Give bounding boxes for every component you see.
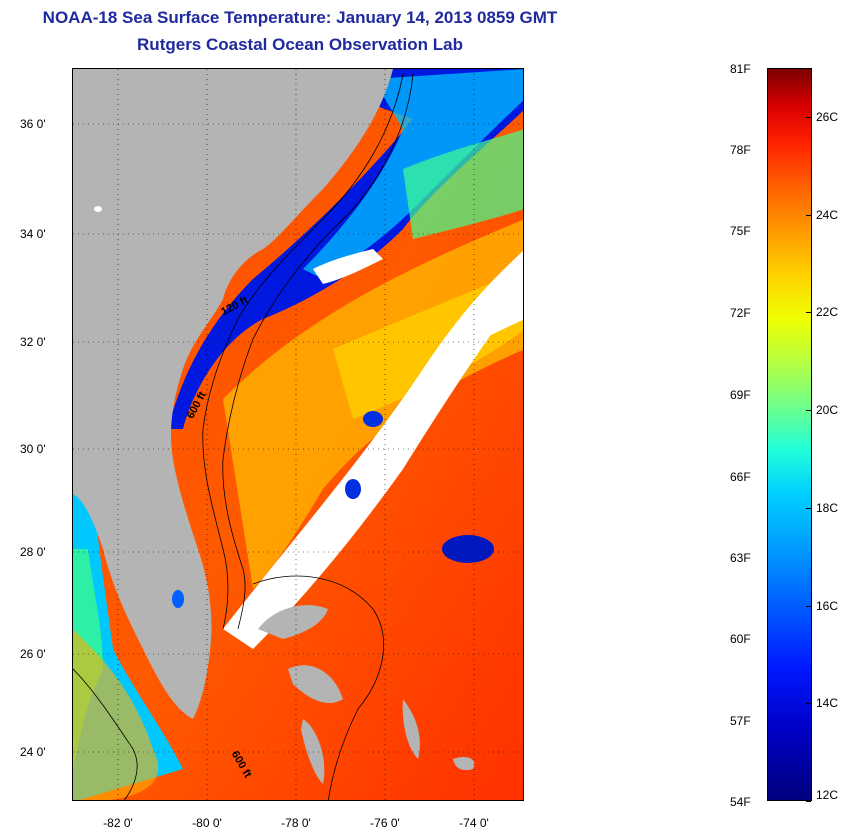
- colorbar-label-celsius: 18C: [816, 500, 839, 515]
- cloud-patch: [313, 249, 383, 284]
- colorbar-tick: [806, 214, 811, 216]
- colorbar-label-celsius: 26C: [816, 109, 839, 124]
- colorbar-label-fahrenheit: 75F: [730, 224, 751, 238]
- lat-tick-label: 34 0': [20, 227, 46, 241]
- colorbar-label-fahrenheit: 57F: [730, 714, 751, 728]
- colorbar-label-fahrenheit: 66F: [730, 470, 751, 484]
- colorbar-label-celsius: 14C: [816, 696, 839, 711]
- lat-tick-label: 30 0': [20, 442, 46, 456]
- map-title: NOAA-18 Sea Surface Temperature: January…: [42, 8, 558, 27]
- lon-tick-label: -80 0': [192, 816, 222, 830]
- land-bahamas: [402, 699, 420, 759]
- graticule: [73, 69, 523, 800]
- colorbar-tick: [806, 703, 811, 705]
- lon-tick-label: -74 0': [459, 816, 489, 830]
- lake-okeechobee: [172, 590, 184, 608]
- colorbar-tick: [806, 507, 811, 509]
- colorbar-label-celsius: 24C: [816, 207, 839, 222]
- cloud-band-main: [223, 250, 523, 649]
- colorbar-label-celsius: 20C: [816, 403, 839, 418]
- colorbar-label-fahrenheit: 69F: [730, 388, 751, 402]
- colorbar-tick: [806, 312, 811, 314]
- contour-120ft: [202, 73, 404, 630]
- sst-region-gulf-yellow: [73, 629, 159, 800]
- colorbar-label-fahrenheit: 81F: [730, 62, 751, 76]
- sst-map: [72, 68, 524, 801]
- lon-tick-label: -76 0': [370, 816, 400, 830]
- colorbar-tick: [806, 801, 811, 802]
- cloud-patch: [453, 289, 523, 349]
- contour-bahamas: [252, 575, 385, 800]
- colorbar-tick: [806, 605, 811, 607]
- lat-tick-label: 32 0': [20, 335, 46, 349]
- land-mainland: [73, 69, 393, 719]
- land-bahamas: [301, 719, 325, 784]
- colorbar-label-fahrenheit: 54F: [730, 795, 751, 809]
- cold-eddy: [442, 535, 494, 563]
- cold-eddy: [363, 411, 383, 427]
- lat-tick-label: 36 0': [20, 117, 46, 131]
- contour-gulf: [73, 668, 138, 800]
- land-bahamas: [258, 605, 328, 639]
- lat-tick-label: 24 0': [20, 745, 46, 759]
- sst-map-image: [73, 69, 523, 800]
- sst-region-green: [403, 129, 523, 239]
- lon-tick-label: -78 0': [281, 816, 311, 830]
- map-subtitle: Rutgers Coastal Ocean Observation Lab: [137, 35, 463, 54]
- lake: [94, 206, 102, 212]
- lat-tick-label: 28 0': [20, 545, 46, 559]
- colorbar-tick: [806, 410, 811, 412]
- lon-tick-label: -82 0': [103, 816, 133, 830]
- colorbar-label-celsius: 12C: [816, 788, 839, 802]
- lat-tick-label: 26 0': [20, 647, 46, 661]
- colorbar-label-celsius: 22C: [816, 305, 839, 320]
- temperature-colorbar: [767, 68, 812, 801]
- colorbar-label-fahrenheit: 63F: [730, 551, 751, 565]
- land-bahamas: [453, 757, 475, 771]
- colorbar-label-fahrenheit: 60F: [730, 632, 751, 646]
- contour-600ft: [222, 73, 414, 630]
- land-bahamas: [288, 665, 343, 704]
- colorbar-label-fahrenheit: 78F: [730, 143, 751, 157]
- cold-eddy: [345, 479, 361, 499]
- colorbar-label-fahrenheit: 72F: [730, 306, 751, 320]
- colorbar-tick: [806, 116, 811, 118]
- colorbar-label-celsius: 16C: [816, 598, 839, 613]
